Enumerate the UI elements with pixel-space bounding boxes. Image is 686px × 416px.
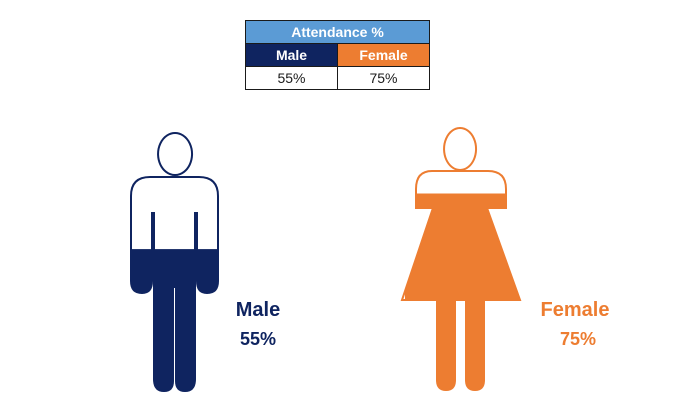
male-outline	[130, 132, 219, 393]
female-figure	[400, 127, 522, 392]
female-percent-label: 75%	[560, 329, 596, 349]
female-header-cell: Female	[337, 43, 430, 67]
female-label: Female	[541, 299, 610, 321]
female-value-cell: 75%	[337, 66, 430, 90]
male-label: Male	[236, 299, 280, 321]
table-title: Attendance %	[245, 20, 430, 44]
male-value-cell: 55%	[245, 66, 338, 90]
male-percent-label: 55%	[240, 329, 276, 349]
male-figure	[130, 132, 219, 393]
female-outline	[400, 127, 522, 392]
attendance-table: Attendance % Male Female 55% 75%	[245, 20, 430, 90]
